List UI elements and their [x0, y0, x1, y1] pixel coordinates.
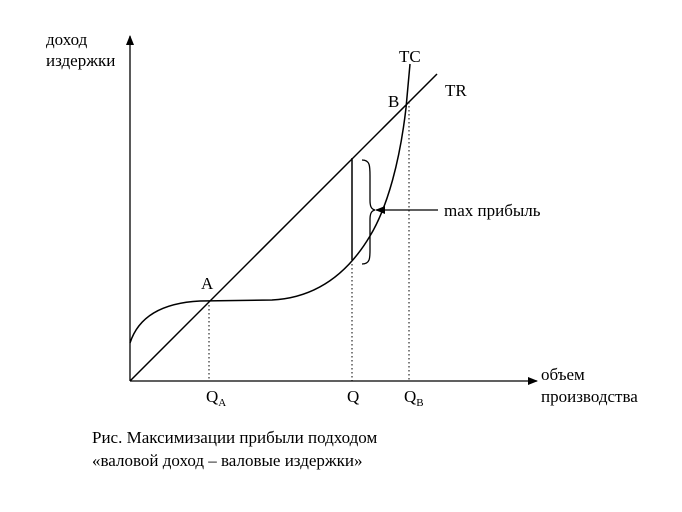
qa-label-subscript: A — [218, 397, 226, 409]
tc-label: TC — [399, 47, 421, 66]
figure-caption: Рис. Максимизации прибыли подходом «вало… — [92, 426, 377, 472]
tr-label: TR — [445, 81, 467, 100]
q-label: Q — [347, 387, 359, 406]
qb-label: QB — [404, 387, 424, 409]
y-axis-label-line2: издержки — [46, 51, 115, 70]
max-profit-brace — [361, 159, 376, 265]
qa-label: QA — [206, 387, 226, 409]
caption-line2: «валовой доход – валовые издержки» — [92, 451, 363, 470]
caption-line1: Рис. Максимизации прибыли подходом — [92, 428, 378, 447]
qb-label-base: Q — [404, 387, 416, 406]
x-axis-label-line2: производства — [541, 387, 638, 406]
tr-line — [129, 73, 438, 382]
max-profit-label: max прибыль — [444, 201, 541, 220]
point-a-label: A — [201, 274, 214, 293]
qa-label-base: Q — [206, 387, 218, 406]
tc-curve — [129, 63, 411, 344]
point-b-label: B — [388, 92, 399, 111]
qb-label-subscript: B — [416, 397, 423, 409]
x-axis-label-line1: объем — [541, 365, 585, 384]
y-axis-label-line1: доход — [46, 30, 88, 49]
